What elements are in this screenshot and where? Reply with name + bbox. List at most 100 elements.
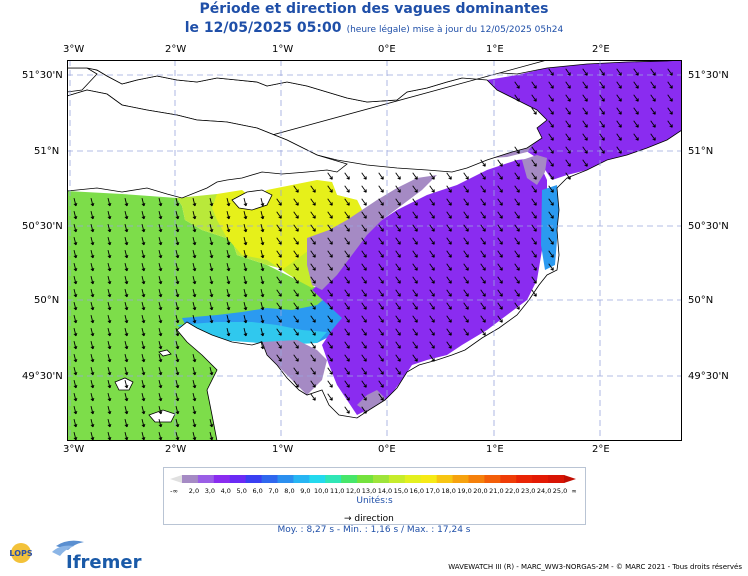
legend-tick-label: 21,0 [489, 487, 503, 495]
direction-arrow-icon [361, 315, 367, 323]
direction-arrow-icon [90, 405, 95, 415]
direction-arrow-icon [531, 211, 537, 219]
direction-arrow-icon [124, 405, 129, 415]
legend-color-swatch [516, 475, 533, 483]
direction-arrow-icon [310, 393, 316, 401]
direction-arrow-icon [361, 250, 367, 258]
direction-arrow-icon [124, 392, 129, 402]
direction-arrow-icon [90, 431, 95, 441]
direction-arrow-icon [310, 354, 316, 362]
direction-arrow-icon [293, 250, 299, 258]
direction-arrow-icon [514, 211, 520, 219]
direction-arrow-icon [243, 288, 248, 298]
direction-arrow-icon [327, 393, 333, 401]
direction-arrow-icon [395, 185, 401, 193]
direction-arrow-icon [565, 146, 571, 154]
direction-arrow-icon [514, 224, 520, 232]
direction-arrow-icon [378, 237, 384, 245]
direction-arrow-icon [107, 197, 112, 207]
direction-arrow-icon [412, 172, 418, 180]
direction-arrow-icon [480, 276, 486, 284]
direction-arrow-icon [192, 301, 197, 311]
direction-arrow-icon [73, 275, 78, 285]
direction-arrow-icon [141, 301, 146, 311]
legend-color-swatch [261, 475, 278, 483]
direction-arrow-icon [192, 210, 197, 220]
direction-arrow-icon [276, 341, 282, 349]
direction-arrow-icon [293, 289, 299, 297]
direction-arrow-icon [361, 393, 367, 401]
grid-lines [67, 60, 682, 441]
direction-arrow-icon [124, 366, 129, 376]
direction-arrow-icon [260, 249, 265, 259]
direction-arrow-icon [599, 120, 605, 128]
lon-label-top-2w: 2°W [165, 44, 187, 55]
direction-arrow-icon [124, 249, 129, 259]
direction-arrow-icon [310, 289, 316, 297]
direction-arrow-icon [616, 81, 622, 89]
legend-tick-label: 13,0 [362, 487, 376, 495]
legend-unit: Unités:s [356, 496, 393, 506]
direction-arrow-icon [531, 146, 537, 154]
direction-arrow-icon [192, 418, 197, 428]
direction-arrow-icon [124, 379, 129, 389]
direction-arrow-icon [175, 353, 180, 363]
legend-tick-label: 14,0 [378, 487, 392, 495]
direction-arrow-icon [412, 198, 418, 206]
direction-arrow-icon [310, 276, 316, 284]
direction-arrow-icon [344, 224, 350, 232]
legend-tick-label: 25,0 [553, 487, 567, 495]
copyright-footer: WAVEWATCH III (R) - MARC_WW3-NORGAS-2M -… [448, 563, 742, 571]
direction-arrow-icon [344, 198, 350, 206]
direction-arrow-icon [107, 301, 112, 311]
direction-arrow-icon [260, 262, 265, 272]
direction-arrow-icon [548, 133, 554, 141]
legend-color-swatch [436, 475, 454, 483]
direction-arrow-icon [633, 133, 639, 141]
direction-arrow-icon [226, 314, 231, 324]
direction-arrow-icon [192, 431, 197, 441]
direction-arrow-icon [480, 328, 486, 336]
direction-arrow-icon [514, 250, 520, 258]
direction-arrow-icon [395, 237, 401, 245]
legend-tick-label: 22,0 [505, 487, 519, 495]
direction-arrow-icon [446, 328, 452, 336]
direction-arrow-icon [463, 302, 469, 310]
legend-color-swatch [229, 475, 247, 483]
direction-arrow-icon [480, 302, 486, 310]
lat-label-left-49-30: 49°30'N [22, 371, 63, 382]
direction-arrow-icon [175, 236, 180, 246]
direction-arrow-icon [107, 236, 112, 246]
direction-arrow-icon [73, 223, 78, 233]
direction-arrow-icon [327, 367, 333, 375]
direction-arrow-icon [514, 237, 520, 245]
direction-arrow-icon [378, 341, 384, 349]
direction-arrow-icon [429, 224, 435, 232]
direction-arrow-icon [293, 276, 299, 284]
zone-grey-mid [307, 175, 437, 290]
direction-arrow-icon [429, 172, 435, 180]
direction-arrow-icon [192, 288, 197, 298]
direction-arrow-icon [310, 185, 316, 193]
direction-arrow-icon [599, 81, 605, 89]
legend-color-swatch [293, 475, 310, 483]
ifremer-logo [52, 540, 84, 556]
direction-arrow-icon [395, 367, 401, 375]
lat-label-right-49-30: 49°30'N [688, 371, 729, 382]
direction-arrow-icon [107, 405, 112, 415]
direction-arrow-icon [90, 197, 95, 207]
direction-arrow-icon [565, 172, 571, 180]
direction-arrow-icon [429, 328, 435, 336]
direction-arrow-icon [158, 301, 163, 311]
direction-arrow-icon [90, 418, 95, 428]
direction-arrow-icon [463, 315, 469, 323]
direction-arrow-icon [378, 302, 384, 310]
direction-arrow-icon [344, 328, 350, 336]
direction-arrow-icon [141, 405, 146, 415]
direction-arrow-icon [633, 94, 639, 102]
direction-arrow-icon [429, 250, 435, 258]
legend-color-swatch [420, 475, 438, 483]
lon-label-bottom-1w: 1°W [272, 444, 294, 455]
direction-arrow-icon [192, 353, 197, 363]
direction-arrow-icon [361, 289, 367, 297]
